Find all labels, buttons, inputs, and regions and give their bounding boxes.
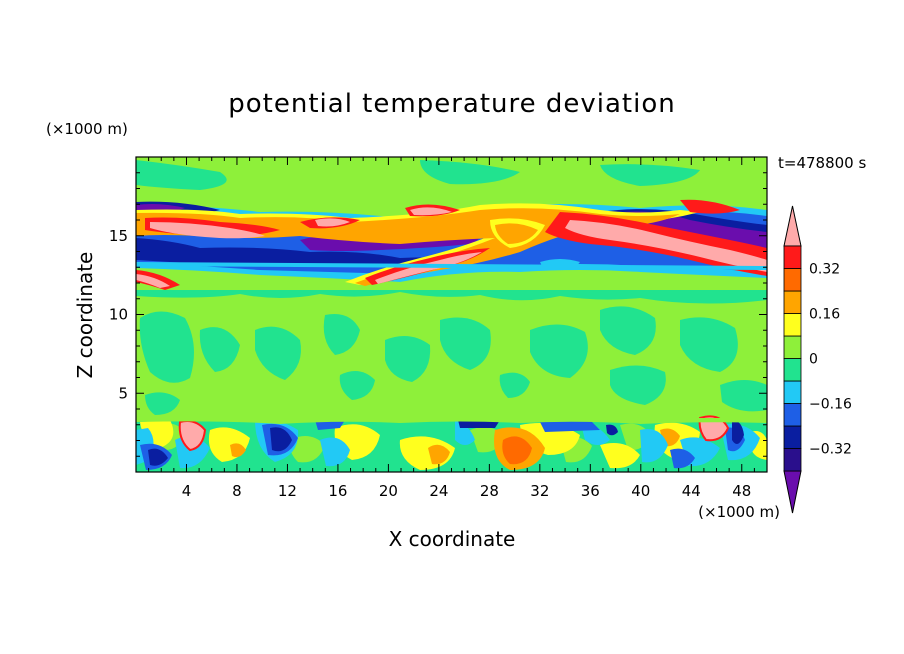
- x-tick-label: 12: [278, 482, 297, 500]
- y-tick-label: 15: [109, 227, 128, 245]
- y-tick-label: 10: [109, 306, 128, 324]
- colorbar-segment: [783, 245, 802, 269]
- boundary-pink-patches: [178, 415, 730, 452]
- x-axis-ticks: 4 8 12 16 20 24 28 32 36 40 44 48: [148, 157, 755, 500]
- boundary-red-patches: [502, 436, 532, 465]
- upper-pink-cores: [136, 207, 767, 288]
- x-tick-label: 24: [429, 482, 448, 500]
- upper-layer: [136, 199, 767, 290]
- x-tick-label: 20: [379, 482, 398, 500]
- colorbar: 0.32 0.16 0 −0.16 −0.32: [783, 205, 852, 514]
- x-tick-label: 36: [581, 482, 600, 500]
- plot-area: [136, 157, 767, 472]
- colorbar-max-triangle: [783, 205, 802, 247]
- colorbar-tick-label: −0.32: [809, 442, 852, 458]
- x-tick-label: 4: [182, 482, 192, 500]
- colorbar-segment: [783, 335, 802, 359]
- colorbar-segment: [783, 358, 802, 382]
- upper-cyan-strip: [136, 259, 767, 270]
- colorbar-min-triangle: [783, 470, 802, 514]
- y-axis-label: Z coordinate: [73, 252, 97, 379]
- colorbar-tick-label: −0.16: [809, 397, 852, 413]
- x-tick-label: 40: [631, 482, 650, 500]
- mid-layer-green-patches: [136, 160, 767, 415]
- colorbar-segment: [783, 448, 802, 472]
- colorbar-segment: [783, 268, 802, 292]
- x-tick-label: 32: [530, 482, 549, 500]
- boundary-top-edge: [136, 418, 767, 424]
- y-axis-ticks: 5 10 15: [109, 172, 767, 457]
- colorbar-segment: [783, 380, 802, 404]
- colorbar-tick-label: 0.16: [809, 307, 840, 323]
- boundary-blue-patches: [140, 420, 745, 470]
- x-axis-label: X coordinate: [389, 527, 516, 551]
- boundary-layer: [136, 415, 767, 472]
- x-tick-label: 8: [232, 482, 242, 500]
- y-unit-label: (×1000 m): [46, 120, 128, 138]
- upper-orange-right: [495, 223, 538, 244]
- colorbar-tick-label: 0: [809, 352, 818, 368]
- colorbar-segment: [783, 403, 802, 427]
- x-tick-label: 28: [480, 482, 499, 500]
- x-unit-label: (×1000 m): [698, 503, 780, 521]
- colorbar-segment: [783, 313, 802, 337]
- colorbar-tick-label: 0.32: [809, 262, 840, 278]
- chart-title: potential temperature deviation: [228, 89, 675, 119]
- y-tick-label: 5: [118, 384, 128, 402]
- boundary-yellow-patches: [140, 420, 767, 470]
- colorbar-segment: [783, 290, 802, 314]
- upper-red-band: [136, 199, 767, 290]
- colorbar-segment: [783, 425, 802, 449]
- time-label: t=478800 s: [778, 154, 866, 172]
- x-tick-label: 16: [328, 482, 347, 500]
- x-tick-label: 44: [682, 482, 701, 500]
- upper-orange-band: [136, 208, 680, 286]
- upper-navy-band: [136, 238, 480, 268]
- x-tick-label: 48: [732, 482, 751, 500]
